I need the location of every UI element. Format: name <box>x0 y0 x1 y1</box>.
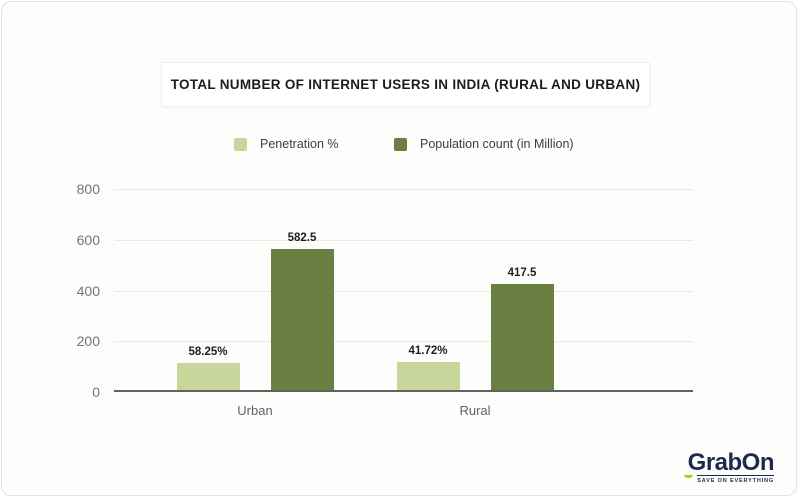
bar-wrap: 417.5 <box>490 266 554 390</box>
x-axis-label-urban: Urban <box>237 403 273 418</box>
y-tick-label-200: 200 <box>76 333 100 350</box>
bar-urban-population <box>270 249 334 390</box>
legend-item-penetration: Penetration % <box>234 137 339 151</box>
grabon-logo-text: GrabOn <box>687 449 775 476</box>
x-axis-line <box>114 390 693 392</box>
x-axis-label-rural: Rural <box>459 403 491 418</box>
chart-title-box: TOTAL NUMBER OF INTERNET USERS IN INDIA … <box>161 62 650 107</box>
legend-label-population: Population count (in Million) <box>420 137 574 151</box>
legend-item-population: Population count (in Million) <box>394 137 574 151</box>
y-tick-label-800: 800 <box>76 181 100 197</box>
y-tick-label-0: 0 <box>92 384 100 400</box>
bar-group-urban: 58.25% 582.5 <box>176 232 334 390</box>
bar-rural-population <box>490 283 554 390</box>
grabon-logo-bottom: SAVE ON EVERYTHING <box>684 475 774 484</box>
grabon-logo: GrabOn SAVE ON EVERYTHING <box>684 449 775 484</box>
y-tick-label-600: 600 <box>76 231 100 248</box>
grabon-tagline-rule: SAVE ON EVERYTHING <box>697 475 774 484</box>
gridline-600 <box>114 239 693 241</box>
bar-value-label-rural: 417.5 <box>507 266 537 279</box>
gridline-200 <box>114 341 693 343</box>
legend-swatch-population-icon <box>394 137 407 151</box>
gridline-400 <box>114 290 693 292</box>
grabon-swoosh-icon <box>684 471 694 478</box>
legend-label-penetration: Penetration % <box>260 137 339 151</box>
bar-urban-penetration <box>176 363 240 390</box>
bar-wrap: 41.72% <box>396 345 460 390</box>
grabon-tagline: SAVE ON EVERYTHING <box>697 478 774 484</box>
bar-value-label-urban: 58.25% <box>188 346 228 359</box>
bar-rural-penetration <box>396 362 460 390</box>
gridline-800 <box>114 189 693 190</box>
plot-area: 58.25% 582.5 41.72% 417.5 <box>114 189 693 392</box>
legend-swatch-penetration-icon <box>234 137 247 151</box>
legend: Penetration % Population count (in Milli… <box>2 137 796 155</box>
chart-title: TOTAL NUMBER OF INTERNET USERS IN INDIA … <box>170 77 641 92</box>
bar-value-label-urban: 582.5 <box>287 232 317 245</box>
y-tick-label-400: 400 <box>76 282 100 299</box>
bar-wrap: 58.25% <box>176 346 240 390</box>
bar-value-label-rural: 41.72% <box>408 345 448 358</box>
bar-wrap: 582.5 <box>270 232 334 390</box>
bar-group-rural: 41.72% 417.5 <box>396 266 554 390</box>
